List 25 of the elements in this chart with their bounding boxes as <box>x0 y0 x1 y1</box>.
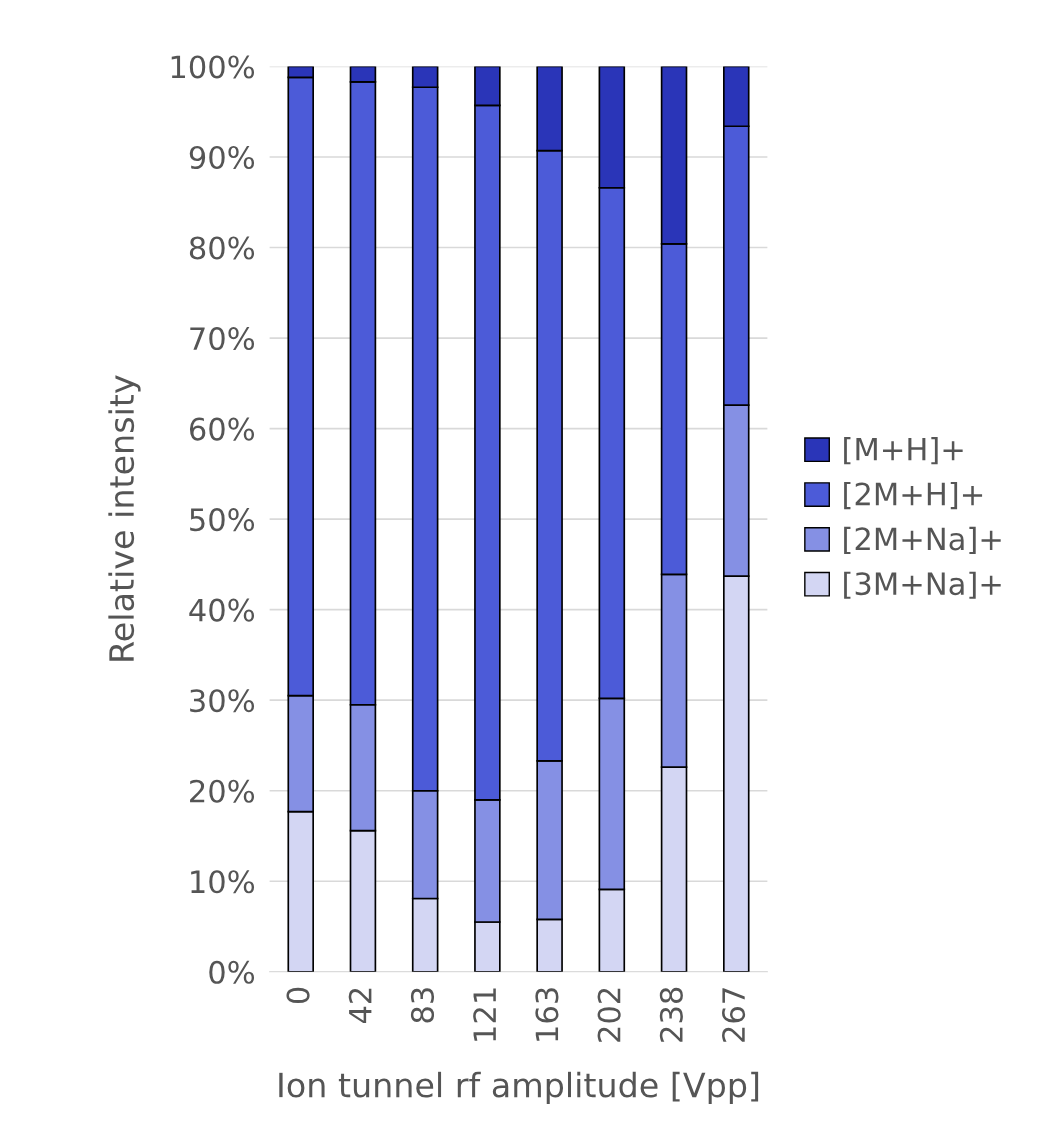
legend-label: [3M+Na]+ <box>844 571 1001 599</box>
y-tick-label: 20% <box>190 779 255 803</box>
y-tick-label: 30% <box>190 689 255 713</box>
y-axis-title: Relative intensity <box>108 375 141 661</box>
y-tick-label: 60% <box>189 417 255 441</box>
legend-label: [M+H]+ <box>844 437 963 465</box>
y-tick-label: 0% <box>209 960 255 984</box>
legend-label: [2M+H]+ <box>844 481 983 510</box>
y-tick-label: 90% <box>189 145 255 170</box>
x-tick-label: 0 <box>286 987 310 1004</box>
y-tick-label: 10% <box>191 870 255 894</box>
x-axis-title: Ion tunnel rf amplitude [Vpp] <box>279 1071 759 1105</box>
x-tick-label: 83 <box>410 988 435 1023</box>
y-tick-label: 100% <box>171 55 255 79</box>
x-tick-label: 202 <box>597 988 621 1042</box>
legend-label: [2M+Na]+ <box>844 526 1001 555</box>
x-tick-label: 42 <box>348 988 372 1024</box>
y-tick-label: 40% <box>189 598 255 622</box>
y-tick-label: 70% <box>190 327 255 351</box>
y-tick-label: 50% <box>190 508 255 532</box>
x-tick-label: 267 <box>722 988 746 1042</box>
y-tick-label: 80% <box>189 236 255 260</box>
x-tick-label: 163 <box>535 988 559 1041</box>
x-tick-label: 238 <box>659 987 683 1042</box>
x-tick-label: 121 <box>473 988 496 1041</box>
